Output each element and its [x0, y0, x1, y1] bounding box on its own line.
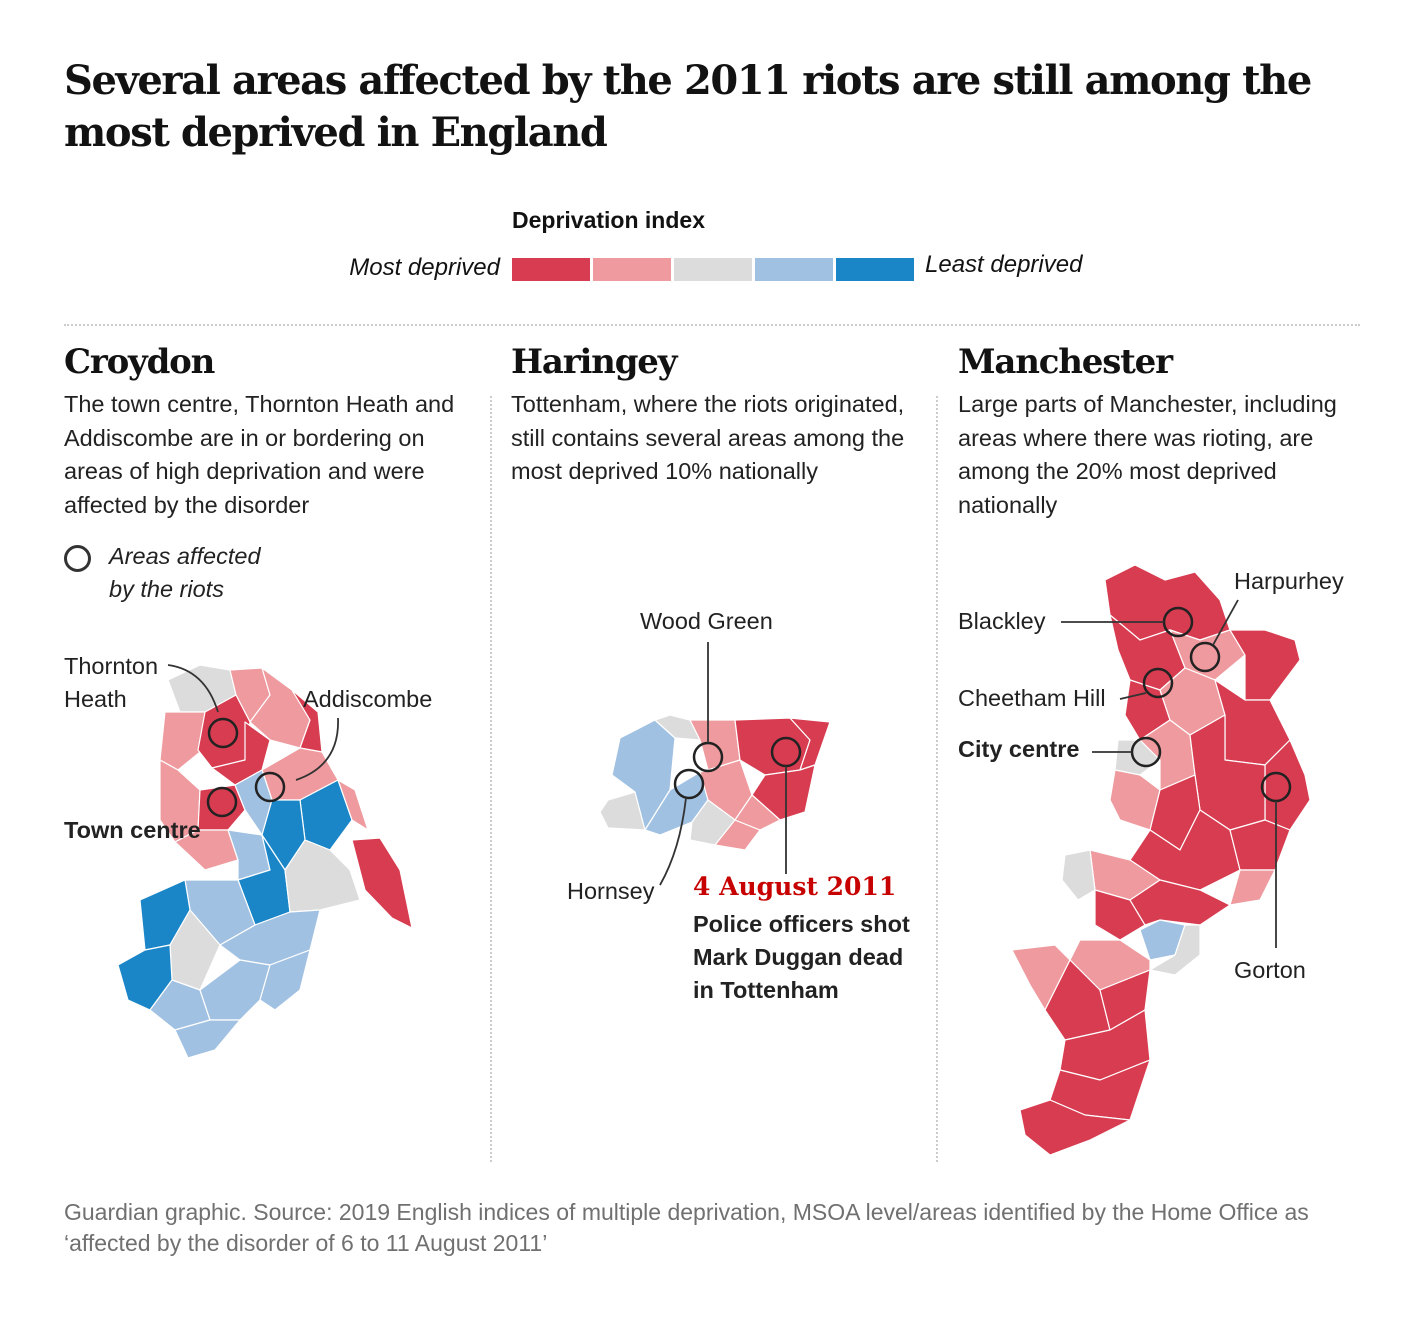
- legend-least-deprived-label: Least deprived: [925, 251, 1083, 278]
- croydon-title: Croydon: [64, 342, 215, 382]
- manchester-area-south3-red: [1094, 889, 1146, 941]
- haringey-area-west-grey: [599, 791, 646, 831]
- manchester-leader-lines: [1061, 599, 1277, 948]
- croydon-riot-circle-thornton: [207, 717, 239, 749]
- manchester-description: Large parts of Manchester, including are…: [958, 391, 1337, 518]
- manchester-area-northeast-red: [1229, 629, 1301, 701]
- croydon-area-lb-6: [259, 949, 311, 1011]
- haringey-annotation-date: 4 August 2011: [693, 872, 897, 901]
- manchester-title: Manchester: [958, 342, 1173, 382]
- croydon-leader-thornton: [167, 664, 219, 713]
- manchester-area-south-grey: [1149, 924, 1201, 976]
- legend-title: Deprivation index: [512, 207, 705, 233]
- manchester-label-gorton: Gorton: [1234, 957, 1306, 983]
- riot-area-key-circle-icon: [64, 545, 91, 572]
- legend-swatch-1: [512, 258, 590, 281]
- croydon-label-town-centre: Town centre: [64, 817, 201, 843]
- divider-horizontal: [64, 324, 1360, 326]
- haringey-riot-circle-hornsey: [673, 768, 705, 800]
- croydon-label-thornton-line-2: Heath: [64, 686, 127, 712]
- haringey-annotation-line-3: in Tottenham: [693, 977, 839, 1003]
- riot-area-key-label: Areas affected by the riots: [109, 540, 261, 606]
- legend-swatch-2: [593, 258, 671, 281]
- manchester-area-south4-red: [1129, 879, 1231, 926]
- haringey-label-hornsey: Hornsey: [567, 878, 655, 904]
- legend-swatch-4: [755, 258, 833, 281]
- haringey-description: Tottenham, where the riots originated, s…: [511, 391, 905, 484]
- haringey-leader-hornsey: [659, 797, 687, 886]
- croydon-area-lb-4: [199, 959, 271, 1021]
- legend-swatch-3: [674, 258, 752, 281]
- manchester-label-harpurhey: Harpurhey: [1234, 568, 1344, 594]
- manchester-label-blackley: Blackley: [958, 608, 1046, 634]
- croydon-riot-circle-addiscombe: [254, 771, 286, 803]
- croydon-area-tail-red: [351, 837, 413, 929]
- manchester-riot-circle-harpurhey: [1189, 641, 1221, 673]
- riot-area-key-label-line-1: Areas affected: [109, 543, 261, 569]
- headline: Several areas affected by the 2011 riots…: [64, 57, 1312, 156]
- manchester-area-west-grey: [1061, 849, 1096, 901]
- croydon-area-se-grey: [284, 839, 361, 913]
- croydon-area-lb-5: [174, 1019, 241, 1059]
- manchester-riot-circle-cheetham: [1142, 667, 1174, 699]
- manchester-label-city-centre: City centre: [958, 736, 1080, 762]
- haringey-leader-lines: [659, 642, 787, 886]
- legend-color-scale: [512, 258, 914, 281]
- croydon-leader-addiscombe: [295, 717, 339, 781]
- croydon-label-thornton-heath: Thornton Heath: [64, 650, 158, 716]
- croydon-leader-lines: [167, 664, 339, 781]
- haringey-annotation-text: Police officers shot Mark Duggan dead in…: [693, 908, 910, 1007]
- manchester-area-wythen-red5: [1019, 1099, 1131, 1156]
- haringey-title: Haringey: [511, 342, 677, 382]
- haringey-label-wood-green: Wood Green: [640, 608, 773, 634]
- manchester-area-south2-red: [1229, 819, 1291, 871]
- manchester-leader-cheetham: [1119, 692, 1147, 700]
- croydon-label-thornton-line-1: Thornton: [64, 653, 159, 679]
- source-note: Guardian graphic. Source: 2019 English i…: [64, 1199, 1309, 1256]
- manchester-leader-harpurhey: [1212, 599, 1239, 646]
- croydon-area-left-light: [159, 711, 211, 771]
- legend-swatch-5: [836, 258, 914, 281]
- haringey-map: [599, 642, 831, 886]
- croydon-description: The town centre, Thornton Heath and Addi…: [64, 391, 455, 518]
- croydon-riot-circle-town: [206, 786, 238, 818]
- riot-area-key-label-line-2: by the riots: [109, 576, 224, 602]
- haringey-area-east-light: [734, 794, 781, 831]
- haringey-annotation-line-2: Mark Duggan dead: [693, 944, 904, 970]
- legend-most-deprived-label: Most deprived: [349, 254, 500, 281]
- manchester-map: [1011, 564, 1311, 1156]
- haringey-annotation-line-1: Police officers shot: [693, 911, 910, 937]
- manchester-area-south-light: [1229, 869, 1276, 906]
- croydon-area-far-east-light: [337, 779, 369, 831]
- croydon-riot-circles: [206, 717, 286, 818]
- divider-vertical-2: [936, 396, 938, 1162]
- croydon-map: [117, 664, 413, 1059]
- divider-vertical-1: [490, 396, 492, 1162]
- manchester-label-cheetham-hill: Cheetham Hill: [958, 685, 1106, 711]
- croydon-label-addiscombe: Addiscombe: [303, 686, 433, 712]
- haringey-riot-circles: [673, 736, 802, 800]
